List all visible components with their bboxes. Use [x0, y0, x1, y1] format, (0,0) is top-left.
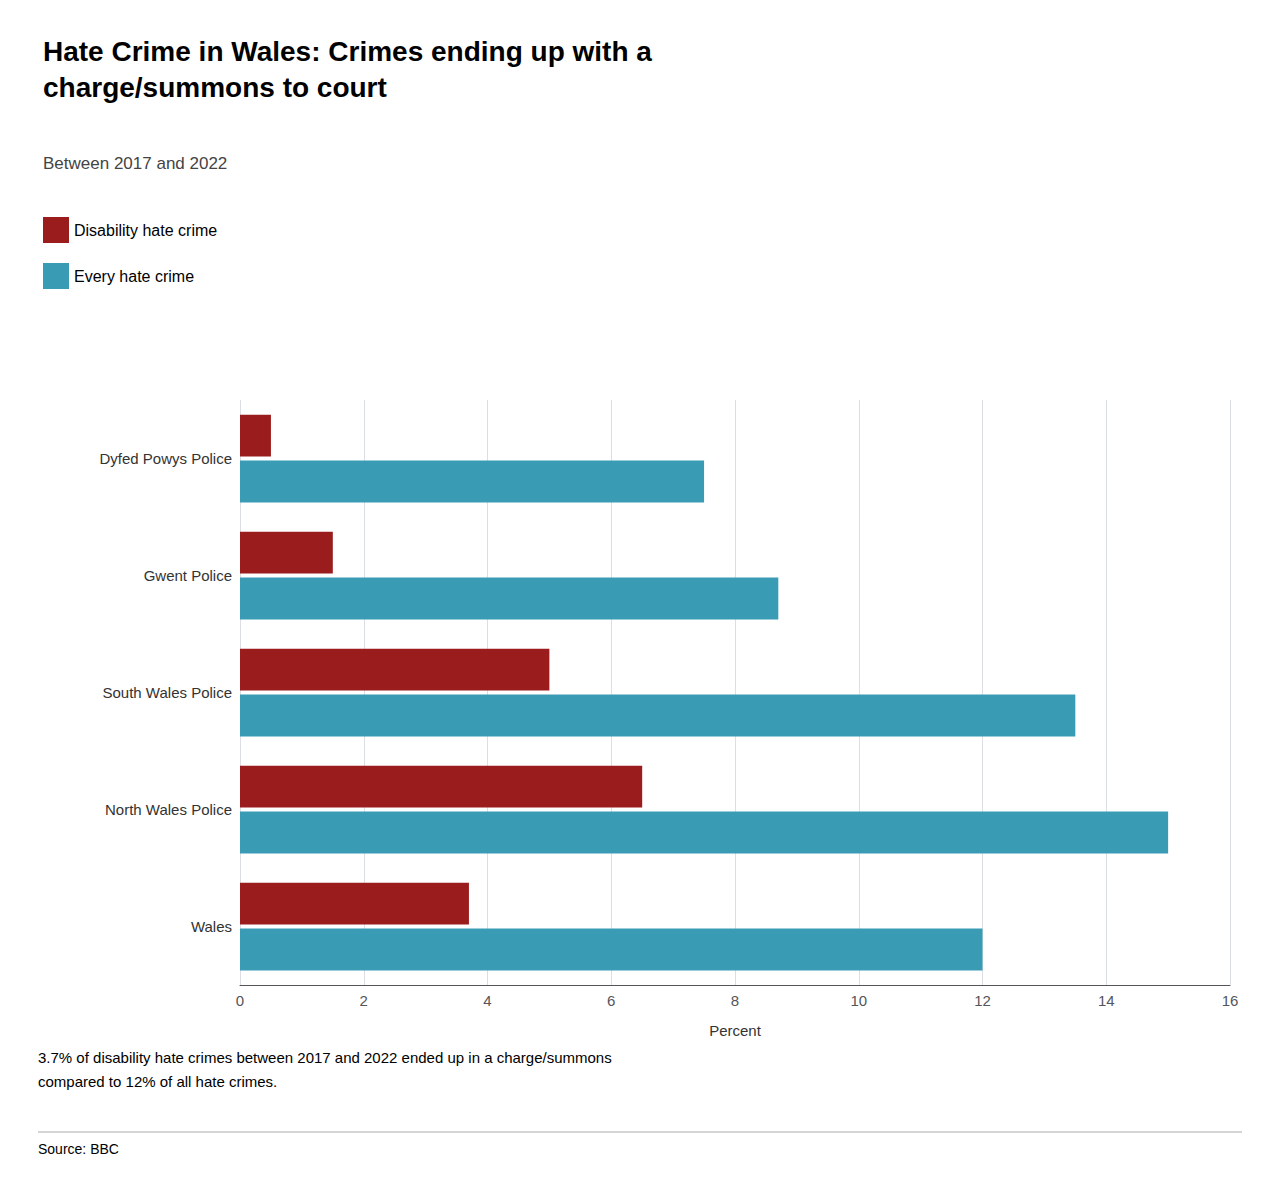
svg-text:charge/summons to court: charge/summons to court: [43, 72, 387, 103]
svg-text:Percent: Percent: [709, 1022, 762, 1039]
svg-text:2: 2: [360, 992, 368, 1009]
svg-text:Disability hate crime: Disability hate crime: [74, 222, 217, 239]
svg-text:North Wales Police: North Wales Police: [105, 801, 232, 818]
svg-text:0: 0: [236, 992, 244, 1009]
svg-text:Every hate crime: Every hate crime: [74, 268, 194, 285]
svg-text:Wales: Wales: [191, 918, 232, 935]
svg-text:6: 6: [607, 992, 615, 1009]
svg-text:10: 10: [850, 992, 867, 1009]
svg-text:Hate Crime in Wales: Crimes en: Hate Crime in Wales: Crimes ending up wi…: [43, 36, 652, 67]
svg-text:Source: BBC: Source: BBC: [38, 1141, 119, 1157]
svg-text:8: 8: [731, 992, 739, 1009]
svg-text:3.7% of disability hate crimes: 3.7% of disability hate crimes between 2…: [38, 1049, 612, 1066]
svg-text:16: 16: [1222, 992, 1239, 1009]
svg-text:14: 14: [1098, 992, 1115, 1009]
svg-text:compared to 12% of all hate cr: compared to 12% of all hate crimes.: [38, 1073, 277, 1090]
svg-text:Gwent Police: Gwent Police: [144, 567, 232, 584]
svg-text:12: 12: [974, 992, 991, 1009]
svg-text:Between 2017 and 2022: Between 2017 and 2022: [43, 154, 227, 173]
svg-text:Dyfed Powys Police: Dyfed Powys Police: [99, 450, 232, 467]
svg-text:4: 4: [483, 992, 491, 1009]
svg-text:South Wales Police: South Wales Police: [102, 684, 232, 701]
